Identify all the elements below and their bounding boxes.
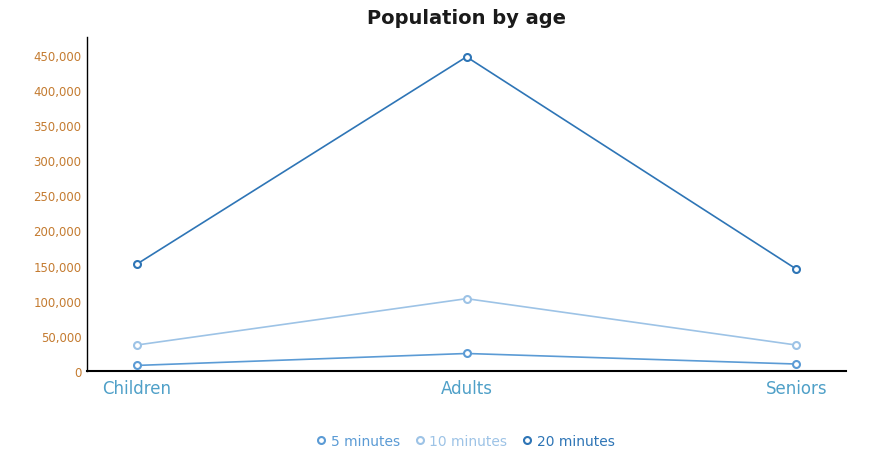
10 minutes <box>461 296 472 302</box>
5 minutes <box>461 351 472 357</box>
20 minutes <box>132 262 142 268</box>
Legend: 5 minutes, 10 minutes, 20 minutes: 5 minutes, 10 minutes, 20 minutes <box>313 428 620 453</box>
Line: 10 minutes: 10 minutes <box>133 296 800 349</box>
Title: Population by age: Population by age <box>367 9 566 28</box>
20 minutes <box>461 55 472 60</box>
5 minutes <box>132 363 142 368</box>
Line: 5 minutes: 5 minutes <box>133 350 800 369</box>
Line: 20 minutes: 20 minutes <box>133 54 800 273</box>
20 minutes <box>791 267 801 272</box>
10 minutes <box>791 342 801 348</box>
10 minutes <box>132 342 142 348</box>
5 minutes <box>791 361 801 367</box>
